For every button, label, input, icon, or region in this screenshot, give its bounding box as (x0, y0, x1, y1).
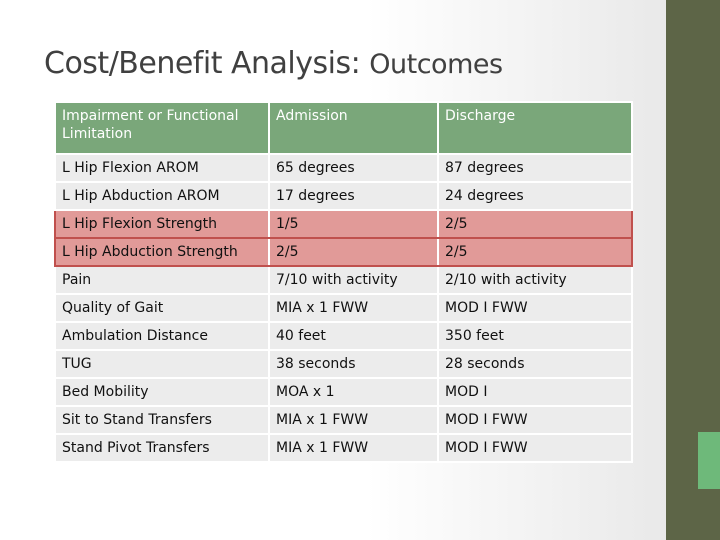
cell-discharge: 350 feet (437, 321, 633, 351)
table-header: Impairment or Functional Limitation Admi… (54, 101, 633, 155)
table-row: Stand Pivot Transfers MIA x 1 FWW MOD I … (54, 433, 633, 463)
table-row: Ambulation Distance 40 feet 350 feet (54, 321, 633, 351)
column-header-admission: Admission (268, 101, 439, 155)
table-row: TUG 38 seconds 28 seconds (54, 349, 633, 379)
cell-discharge: MOD I FWW (437, 433, 633, 463)
column-header-impairment: Impairment or Functional Limitation (54, 101, 270, 155)
cell-impairment: L Hip Abduction Strength (54, 237, 270, 267)
cell-discharge: 28 seconds (437, 349, 633, 379)
table-row: Bed Mobility MOA x 1 MOD I (54, 377, 633, 407)
cell-admission: 2/5 (268, 237, 439, 267)
cell-discharge: 24 degrees (437, 181, 633, 211)
table-row: Sit to Stand Transfers MIA x 1 FWW MOD I… (54, 405, 633, 435)
cell-admission: 40 feet (268, 321, 439, 351)
title-main: Cost/Benefit Analysis: (44, 46, 370, 81)
cell-impairment: Sit to Stand Transfers (54, 405, 270, 435)
cell-discharge: 2/10 with activity (437, 265, 633, 295)
slide-title: Cost/Benefit Analysis: Outcomes (44, 46, 503, 81)
cell-discharge: 2/5 (437, 237, 633, 267)
cell-admission: MIA x 1 FWW (268, 433, 439, 463)
cell-impairment: L Hip Flexion Strength (54, 209, 270, 239)
table-row: L Hip Abduction AROM 17 degrees 24 degre… (54, 181, 633, 211)
cell-admission: MIA x 1 FWW (268, 405, 439, 435)
cell-impairment: TUG (54, 349, 270, 379)
cell-impairment: Ambulation Distance (54, 321, 270, 351)
cell-admission: 38 seconds (268, 349, 439, 379)
outcomes-table: Impairment or Functional Limitation Admi… (54, 101, 633, 463)
table-row: L Hip Flexion AROM 65 degrees 87 degrees (54, 153, 633, 183)
table-body: L Hip Flexion AROM 65 degrees 87 degrees… (54, 153, 633, 463)
table-row: Pain 7/10 with activity 2/10 with activi… (54, 265, 633, 295)
cell-impairment: Stand Pivot Transfers (54, 433, 270, 463)
cell-discharge: MOD I FWW (437, 405, 633, 435)
cell-admission: 65 degrees (268, 153, 439, 183)
cell-admission: 1/5 (268, 209, 439, 239)
column-header-discharge: Discharge (437, 101, 633, 155)
table-row-highlighted: L Hip Flexion Strength 1/5 2/5 (54, 209, 633, 239)
header-row: Impairment or Functional Limitation Admi… (54, 101, 633, 155)
cell-admission: 7/10 with activity (268, 265, 439, 295)
cell-discharge: 2/5 (437, 209, 633, 239)
cell-admission: MIA x 1 FWW (268, 293, 439, 323)
table-row: Quality of Gait MIA x 1 FWW MOD I FWW (54, 293, 633, 323)
table-row-highlighted: L Hip Abduction Strength 2/5 2/5 (54, 237, 633, 267)
cell-impairment: L Hip Abduction AROM (54, 181, 270, 211)
cell-impairment: Pain (54, 265, 270, 295)
title-sub: Outcomes (369, 49, 503, 80)
cell-impairment: Quality of Gait (54, 293, 270, 323)
cell-admission: 17 degrees (268, 181, 439, 211)
cell-discharge: 87 degrees (437, 153, 633, 183)
cell-admission: MOA x 1 (268, 377, 439, 407)
cell-discharge: MOD I (437, 377, 633, 407)
sidebar-accent-decoration (698, 432, 720, 489)
cell-discharge: MOD I FWW (437, 293, 633, 323)
cell-impairment: L Hip Flexion AROM (54, 153, 270, 183)
cell-impairment: Bed Mobility (54, 377, 270, 407)
